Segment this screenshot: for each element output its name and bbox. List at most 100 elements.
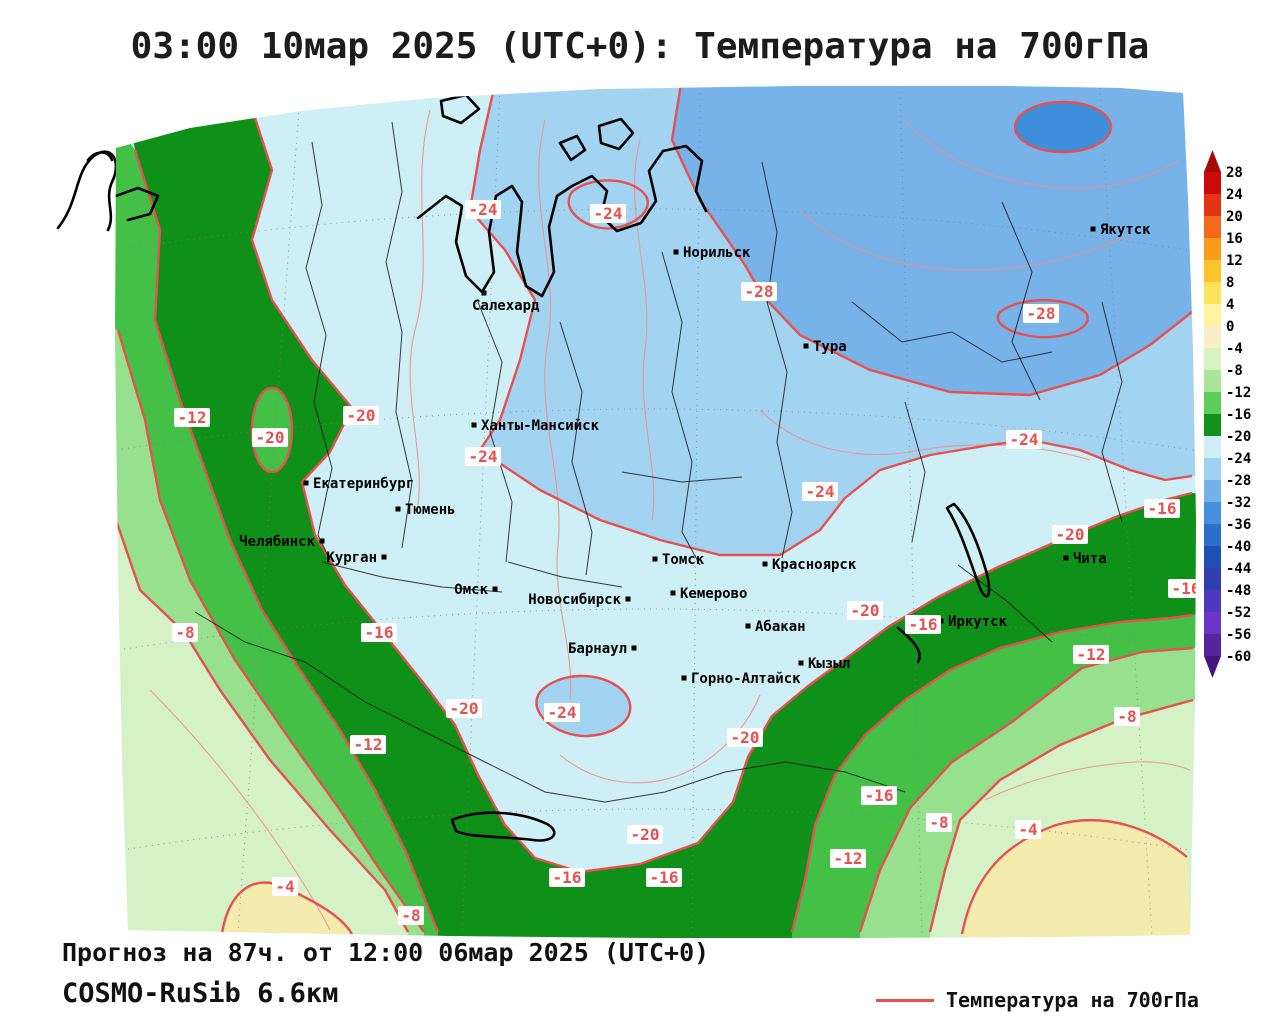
- contour-label: -12: [350, 735, 386, 754]
- border-line: [321, 561, 503, 593]
- contour-label-bg: [1006, 430, 1042, 449]
- region-dark-blue: [1015, 102, 1111, 152]
- border-line: [194, 611, 906, 803]
- city-label: Кызыл: [808, 656, 850, 672]
- city-dot: [670, 590, 676, 596]
- contour-label: -20: [446, 699, 482, 718]
- river-angara: [896, 626, 921, 664]
- contour-label-bg: [926, 813, 952, 832]
- city-marker: Кызыл: [798, 656, 850, 672]
- minor-isotherm: [984, 761, 1191, 801]
- contour-label-text: -24: [469, 447, 498, 466]
- coastline-outside-domain: [56, 150, 118, 232]
- contour-label-text: -4: [275, 877, 294, 896]
- city-marker: Курган: [326, 550, 387, 566]
- border-line: [305, 141, 333, 561]
- contour-label-bg: [847, 601, 883, 620]
- city-dot: [319, 538, 325, 544]
- city-dot: [492, 586, 498, 592]
- contour-label-text: -20: [347, 406, 376, 425]
- colorbar-tick-label: 28: [1226, 165, 1243, 181]
- map-legend: Температура на 700гПа: [876, 988, 1199, 1012]
- contour-label: -20: [727, 728, 763, 747]
- colorbar-tick-label: -16: [1226, 407, 1251, 423]
- contour-label: -4: [272, 877, 298, 896]
- contour-label: -16: [361, 623, 397, 642]
- contour-label: -16: [861, 786, 897, 805]
- contour-label: -12: [174, 408, 210, 427]
- contour-label: -8: [398, 906, 424, 925]
- colorbar-tick-label: 4: [1226, 297, 1234, 313]
- contour-label-text: -20: [256, 428, 285, 447]
- contour-label-bg: [1114, 707, 1140, 726]
- city-dot: [395, 506, 401, 512]
- colorbar-tick-label: 16: [1226, 231, 1243, 247]
- isotherm-minus12: [116, 329, 425, 933]
- contour-label-text: -12: [834, 849, 863, 868]
- colorbar-segment: [1204, 546, 1221, 568]
- contour-label: -24: [465, 447, 501, 466]
- contour-label-bg: [1168, 579, 1196, 598]
- contour-label-bg: [1073, 645, 1109, 664]
- city-marker: Томск: [652, 552, 705, 568]
- border-line: [1101, 301, 1123, 523]
- contour-label-bg: [361, 623, 397, 642]
- contour-label-text: -16: [553, 868, 582, 887]
- contour-label-bg: [627, 825, 663, 844]
- border-line: [904, 401, 926, 543]
- contour-label-bg: [465, 200, 501, 219]
- city-dot: [681, 675, 687, 681]
- model-info-line: COSMO-RuSib 6.6км: [62, 978, 339, 1009]
- border-line: [661, 251, 701, 566]
- contour-label: -16: [905, 615, 941, 634]
- contour-label-text: -20: [450, 699, 479, 718]
- region-dark-green: [128, 86, 1196, 938]
- contour-label-bg: [172, 623, 198, 642]
- colorbar-segment: [1204, 370, 1221, 392]
- contour-label: -4: [1015, 820, 1041, 839]
- contour-label-text: -8: [929, 813, 948, 832]
- contour-label-text: -24: [1010, 430, 1039, 449]
- colorbar-tick-label: -8: [1226, 363, 1243, 379]
- contour-label: -8: [172, 623, 198, 642]
- lake-baikal: [945, 502, 991, 598]
- city-label: Горно-Алтайск: [691, 671, 801, 687]
- city-label: Салехард: [472, 298, 540, 314]
- contour-label: -28: [1023, 304, 1059, 323]
- city-marker: Красноярск: [762, 557, 857, 573]
- colorbar-segment: [1204, 612, 1221, 634]
- colorbar-tick-label: 0: [1226, 319, 1234, 335]
- arctic-coastline: [416, 144, 708, 298]
- isotherm-minus36-loop: [1013, 100, 1113, 154]
- contour-label: -24: [465, 200, 501, 219]
- contour-label-bg: [727, 728, 763, 747]
- city-label: Тура: [813, 339, 847, 355]
- contour-label-bg: [1015, 820, 1041, 839]
- colorbar-segment: [1204, 414, 1221, 436]
- contour-label: -16: [1144, 499, 1180, 518]
- contour-label-bg: [1052, 525, 1088, 544]
- colorbar-tick-label: 12: [1226, 253, 1243, 269]
- contour-label-text: -24: [469, 200, 498, 219]
- contour-label: -8: [926, 813, 952, 832]
- city-dot: [303, 480, 309, 486]
- colorbar-tick-label: -12: [1226, 385, 1251, 401]
- contour-label-bg: [646, 868, 682, 887]
- contour-label-text: -16: [909, 615, 938, 634]
- city-label: Красноярск: [772, 557, 857, 573]
- city-dot: [803, 343, 809, 349]
- isotherm-minus28-loop: [996, 298, 1089, 339]
- minor-isotherms: [149, 109, 1191, 931]
- city-label: Норильск: [683, 245, 751, 261]
- contour-label-bg: [549, 868, 585, 887]
- colorbar-tick-label: -40: [1226, 539, 1251, 555]
- contour-label: -20: [252, 428, 288, 447]
- isotherm-minus8: [115, 519, 410, 933]
- city-marker: Новосибирск: [528, 592, 631, 608]
- city-dot: [631, 645, 637, 651]
- city-marker: Иркутск: [938, 614, 1008, 630]
- city-dot: [673, 249, 679, 255]
- lake-south: [450, 811, 556, 842]
- island-outline: [558, 134, 587, 162]
